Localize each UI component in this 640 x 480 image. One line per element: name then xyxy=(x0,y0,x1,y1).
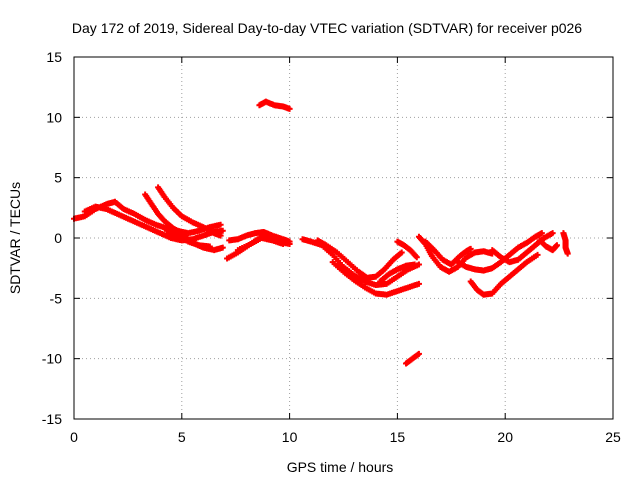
x-axis-label: GPS time / hours xyxy=(287,459,394,475)
series-track-e xyxy=(163,227,213,250)
tick-labels: 0 5 10 15 20 25 15 10 5 0 -5 -10 -15 xyxy=(42,49,621,445)
x-tick-label: 15 xyxy=(390,429,406,445)
data-point xyxy=(280,241,287,248)
series-track-u xyxy=(536,237,560,254)
x-tick-label: 10 xyxy=(282,429,298,445)
series-track-g xyxy=(226,228,293,245)
data-point xyxy=(217,232,224,239)
series-track-r xyxy=(454,230,545,274)
series-track-s xyxy=(467,251,541,298)
y-tick-label: -15 xyxy=(42,411,62,427)
y-tick-label: 15 xyxy=(46,49,62,65)
series-track-a xyxy=(71,198,224,237)
data-point xyxy=(538,230,545,237)
series-track-h xyxy=(234,235,287,254)
data-point xyxy=(549,230,556,237)
y-tick-label: -10 xyxy=(42,351,62,367)
data-point xyxy=(467,245,474,252)
series-track-k xyxy=(314,237,405,281)
data-point xyxy=(398,249,405,256)
series-track-v xyxy=(560,230,571,257)
y-tick-label: 10 xyxy=(46,109,62,125)
data-point xyxy=(206,243,213,250)
data-point xyxy=(553,242,560,249)
x-tick-label: 0 xyxy=(70,429,78,445)
data-point xyxy=(564,250,571,257)
data-point xyxy=(415,350,422,357)
series-track-t xyxy=(489,230,556,266)
x-tick-label: 5 xyxy=(178,429,186,445)
series-track-l xyxy=(329,259,422,298)
data-point xyxy=(534,251,541,258)
x-tick-label: 20 xyxy=(497,429,513,445)
y-axis-label: SDTVAR / TECUs xyxy=(7,182,23,294)
series-track-i xyxy=(256,98,293,112)
series-track-n xyxy=(394,238,420,261)
data-points xyxy=(71,98,571,367)
data-point xyxy=(286,238,293,245)
series-track-b xyxy=(81,203,226,244)
series-track-m xyxy=(377,261,418,285)
y-tick-label: -5 xyxy=(50,290,63,306)
data-point xyxy=(413,254,420,261)
data-point xyxy=(219,244,226,251)
data-point xyxy=(286,105,293,112)
y-tick-label: 5 xyxy=(54,170,62,186)
data-point xyxy=(219,227,226,234)
data-point xyxy=(217,221,224,228)
series-track-d xyxy=(155,184,224,239)
x-tick-label: 25 xyxy=(605,429,621,445)
data-point xyxy=(411,261,418,268)
data-point xyxy=(415,280,422,287)
series-track-o xyxy=(403,350,422,367)
plot-frame xyxy=(73,56,614,420)
y-tick-label: 0 xyxy=(54,230,62,246)
series-track-q xyxy=(422,238,474,268)
chart-title: Day 172 of 2019, Sidereal Day-to-day VTE… xyxy=(72,20,582,36)
